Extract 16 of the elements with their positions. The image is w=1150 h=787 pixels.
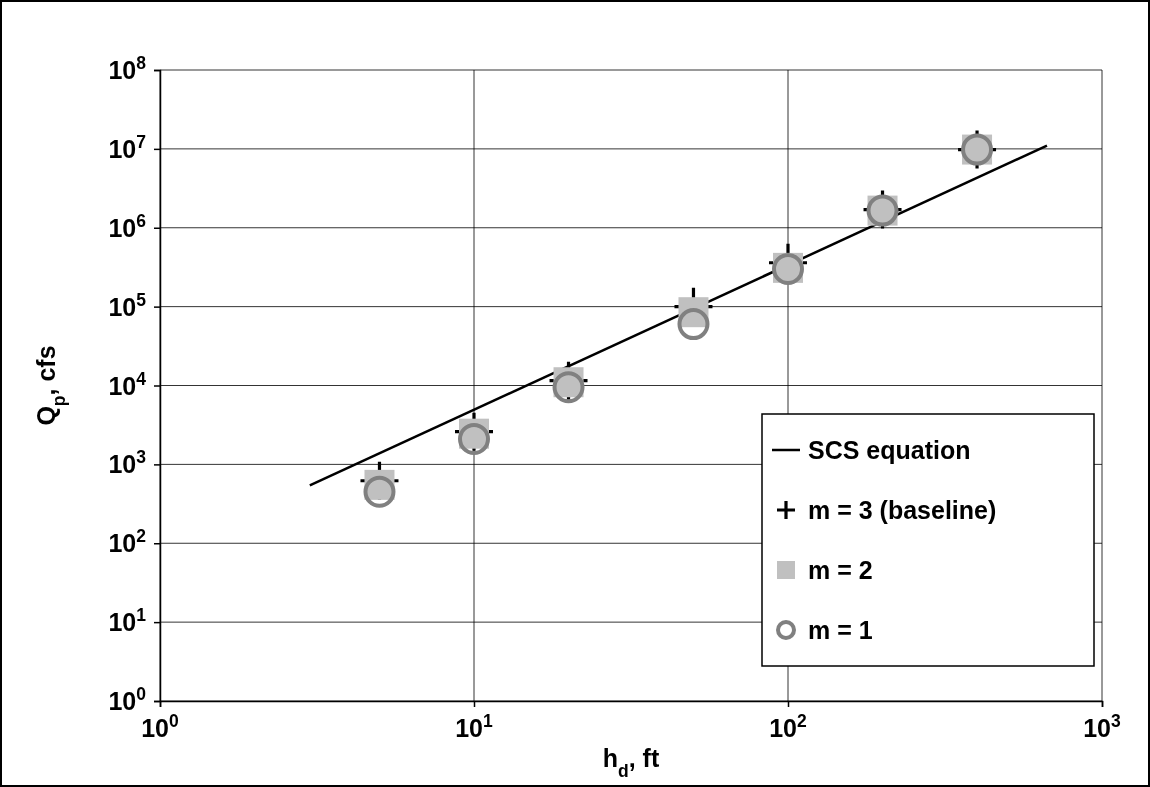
x-tick-label: 10$^{2}$ (769, 711, 808, 742)
y-tick-label: 10$^{1}$ (108, 605, 147, 637)
legend-label: m = 1 (808, 616, 873, 644)
x-axis-title: h$_{d}$, ft (602, 744, 660, 781)
legend-label: SCS equation (808, 436, 971, 464)
y-tick-label: 10$^{2}$ (108, 526, 147, 558)
x-tick-label: 10$^{3}$ (1083, 711, 1122, 742)
y-tick-label: 10$^{6}$ (108, 210, 147, 242)
legend-label: m = 3 (baseline) (808, 496, 997, 524)
y-tick-label: 10$^{5}$ (108, 289, 147, 321)
y-tick-label: 10$^{7}$ (108, 131, 146, 163)
x-tick-label: 10$^{1}$ (455, 711, 494, 742)
y-tick-label: 10$^{3}$ (108, 447, 147, 479)
y-tick-label: 10$^{4}$ (108, 368, 147, 400)
legend-label: m = 2 (808, 556, 873, 584)
y-tick-label: 10$^{8}$ (108, 53, 147, 84)
